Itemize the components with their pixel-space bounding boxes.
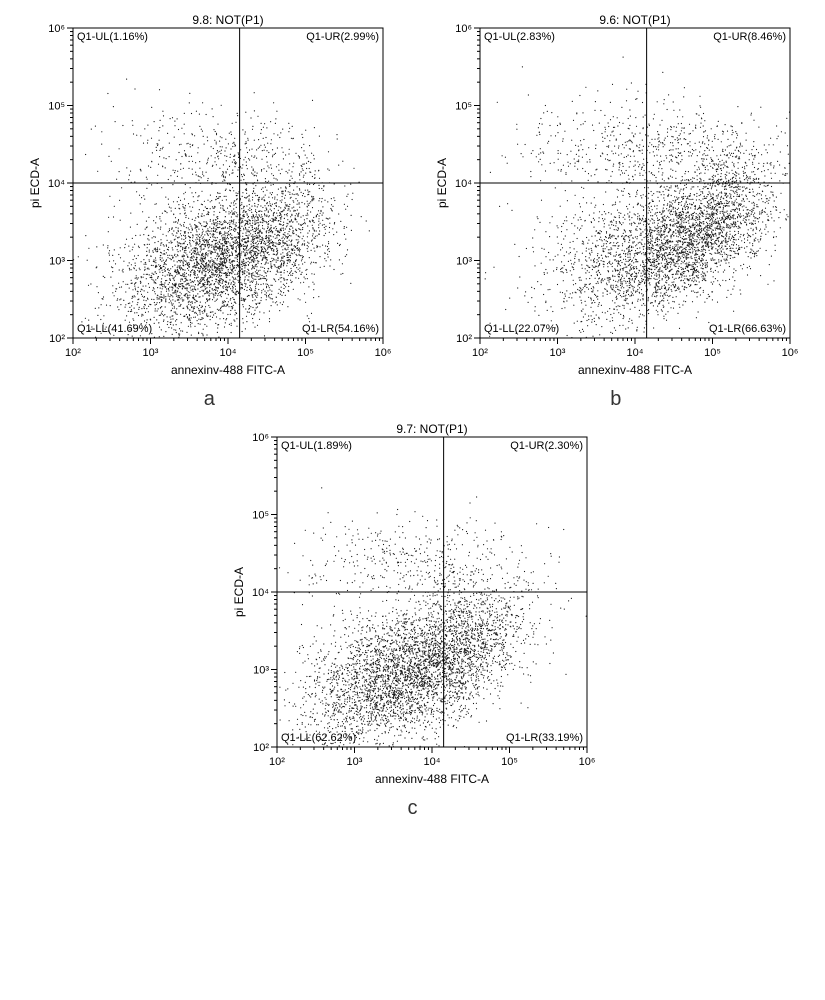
svg-text:10⁶: 10⁶ <box>578 756 594 768</box>
svg-text:10³: 10³ <box>253 665 269 677</box>
svg-text:10³: 10³ <box>456 256 472 268</box>
panel-c: 9.7: NOT(P1) 10²10² 10³ 10³ 10⁴ 10⁴ 10⁵ 10⁵ 10⁶ 1… <box>231 419 595 820</box>
svg-text:10⁶: 10⁶ <box>375 347 391 359</box>
panel-letter-b: b <box>610 388 621 411</box>
svg-text:10⁵: 10⁵ <box>252 510 269 522</box>
scatter-plot-c: 9.7: NOT(P1) 10²10² 10³ 10³ 10⁴ 10⁴ 10⁵ 10⁵ 10⁶ 1… <box>231 419 595 791</box>
svg-text:10²: 10² <box>269 756 285 768</box>
svg-text:9.7: NOT(P1): 9.7: NOT(P1) <box>396 422 467 436</box>
panel-b: 9.6: NOT(P1) 10²10² 10³ 10³ 10⁴ 10⁴ 10⁵ 10⁵ 10⁶ 1… <box>434 10 798 411</box>
svg-text:10²: 10² <box>253 742 269 754</box>
svg-text:pi ECD-A: pi ECD-A <box>435 158 449 208</box>
svg-text:Q1-LR(33.19%): Q1-LR(33.19%) <box>505 732 582 744</box>
svg-text:9.8: NOT(P1): 9.8: NOT(P1) <box>193 13 264 27</box>
svg-text:Q1-UL(1.89%): Q1-UL(1.89%) <box>281 440 352 452</box>
svg-text:Q1-UL(1.16%): Q1-UL(1.16%) <box>77 31 148 43</box>
svg-text:10²: 10² <box>49 333 65 345</box>
svg-text:pi ECD-A: pi ECD-A <box>28 158 42 208</box>
svg-text:10⁵: 10⁵ <box>455 101 472 113</box>
svg-text:10⁴: 10⁴ <box>48 178 65 190</box>
svg-text:Q1-UR(8.46%): Q1-UR(8.46%) <box>713 31 786 43</box>
svg-text:10⁵: 10⁵ <box>297 347 314 359</box>
svg-text:Q1-UR(2.30%): Q1-UR(2.30%) <box>510 440 583 452</box>
svg-text:10⁴: 10⁴ <box>252 587 269 599</box>
svg-text:10⁵: 10⁵ <box>48 101 65 113</box>
svg-text:Q1-LL(22.07%): Q1-LL(22.07%) <box>484 323 559 335</box>
svg-text:10⁴: 10⁴ <box>455 178 472 190</box>
svg-text:Q1-LR(66.63%): Q1-LR(66.63%) <box>709 323 786 335</box>
scatter-plot-b: 9.6: NOT(P1) 10²10² 10³ 10³ 10⁴ 10⁴ 10⁵ 10⁵ 10⁶ 1… <box>434 10 798 382</box>
svg-text:10⁵: 10⁵ <box>704 347 721 359</box>
svg-text:10⁶: 10⁶ <box>252 432 269 444</box>
svg-text:pi ECD-A: pi ECD-A <box>232 567 246 617</box>
svg-text:10⁶: 10⁶ <box>781 347 797 359</box>
figure-grid: 9.8: NOT(P1)10²10²10³10³10⁴10⁴10⁵10⁵10⁶1… <box>10 10 815 820</box>
svg-text:10²: 10² <box>472 347 488 359</box>
svg-text:9.6: NOT(P1): 9.6: NOT(P1) <box>599 13 670 27</box>
panel-letter-c: c <box>408 797 418 820</box>
svg-text:10⁶: 10⁶ <box>48 23 65 35</box>
svg-text:Q1-LL(41.69%): Q1-LL(41.69%) <box>77 323 152 335</box>
svg-text:10²: 10² <box>456 333 472 345</box>
svg-text:Q1-LL(62.62%): Q1-LL(62.62%) <box>281 732 356 744</box>
svg-text:annexinv-488 FITC-A: annexinv-488 FITC-A <box>374 772 488 786</box>
svg-text:10⁴: 10⁴ <box>626 347 643 359</box>
svg-text:Q1-UR(2.99%): Q1-UR(2.99%) <box>307 31 380 43</box>
svg-text:10³: 10³ <box>549 347 565 359</box>
panel-letter-a: a <box>204 388 215 411</box>
svg-text:annexinv-488 FITC-A: annexinv-488 FITC-A <box>171 363 285 377</box>
scatter-plot-a: 9.8: NOT(P1) 10²10² 10³ 10³ 10⁴ 10⁴ 10⁵ 10⁵ 10⁶ 1… <box>27 10 391 382</box>
svg-text:10²: 10² <box>65 347 81 359</box>
svg-text:10⁵: 10⁵ <box>501 756 518 768</box>
svg-text:10³: 10³ <box>346 756 362 768</box>
svg-text:10⁴: 10⁴ <box>220 347 237 359</box>
svg-text:10⁶: 10⁶ <box>455 23 472 35</box>
svg-text:10⁴: 10⁴ <box>423 756 440 768</box>
svg-text:annexinv-488 FITC-A: annexinv-488 FITC-A <box>578 363 692 377</box>
svg-text:10³: 10³ <box>49 256 65 268</box>
svg-text:Q1-UL(2.83%): Q1-UL(2.83%) <box>484 31 555 43</box>
panel-a: 9.8: NOT(P1) 10²10² 10³ 10³ 10⁴ 10⁴ 10⁵ 10⁵ 10⁶ 1… <box>27 10 391 411</box>
svg-text:Q1-LR(54.16%): Q1-LR(54.16%) <box>302 323 379 335</box>
svg-text:10³: 10³ <box>143 347 159 359</box>
